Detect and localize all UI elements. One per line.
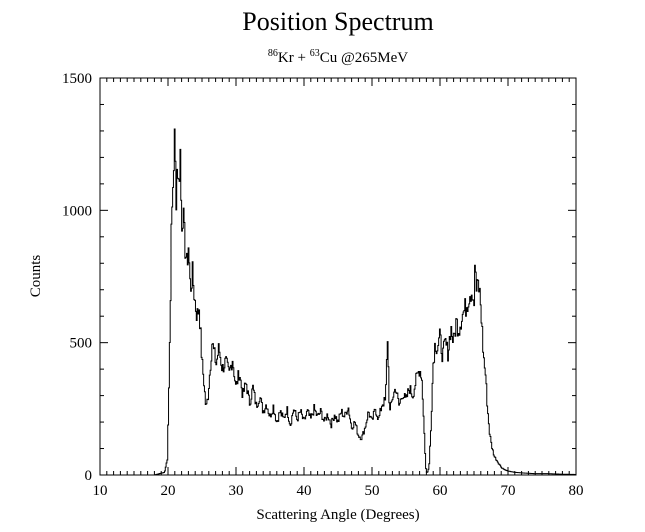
subtitle-part-2: 63 (310, 48, 320, 59)
subtitle-part-1: Kr + (278, 50, 310, 66)
y-tick-label: 500 (70, 336, 93, 352)
x-tick-label: 80 (569, 483, 584, 499)
x-tick-label: 10 (93, 483, 108, 499)
subtitle-part-0: 86 (268, 48, 278, 59)
x-tick-label: 20 (161, 483, 176, 499)
x-tick-label: 70 (501, 483, 516, 499)
y-tick-label: 1500 (62, 71, 92, 87)
x-tick-label: 40 (297, 483, 312, 499)
subtitle-part-3: Cu @265MeV (320, 50, 409, 66)
major-ticks (99, 77, 577, 476)
y-axis-label: Counts (28, 255, 44, 298)
x-tick-label: 60 (433, 483, 448, 499)
chart-title: Position Spectrum (242, 7, 433, 36)
x-tick-labels: 10 20 30 40 50 60 70 80 (93, 483, 584, 499)
y-tick-label: 0 (85, 468, 93, 484)
y-tick-labels: 0 500 1000 1500 (62, 71, 92, 484)
series-line-counts (100, 128, 577, 476)
x-tick-label: 30 (229, 483, 244, 499)
minor-ticks (100, 78, 576, 475)
y-tick-label: 1000 (62, 203, 92, 219)
x-axis-label: Scattering Angle (Degrees) (256, 507, 419, 523)
chart-subtitle: 86Kr + 63Cu @265MeV (268, 48, 408, 66)
x-tick-label: 50 (365, 483, 380, 499)
